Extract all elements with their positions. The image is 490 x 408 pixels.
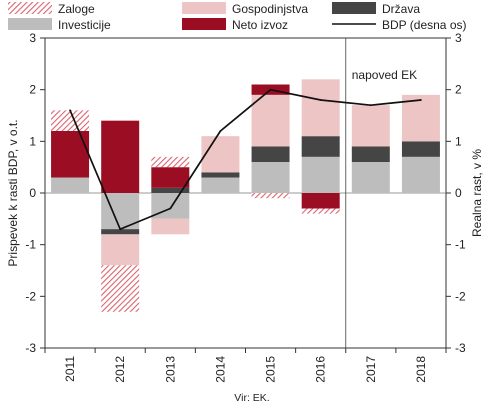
bar-zaloge-2015 — [251, 193, 290, 199]
y-axis-title: Prispevek k rasti BDP, v o.t. — [6, 119, 20, 266]
legend-item-investicije: Investicije — [8, 18, 111, 32]
bar-zaloge-2016 — [301, 208, 340, 214]
bar-dr-ava-2013 — [151, 187, 190, 193]
x-tick-label-2018: 2018 — [414, 356, 428, 383]
legend-swatch-investicije — [8, 18, 52, 30]
point-bdp-2018 — [420, 99, 422, 101]
point-bdp-2014 — [219, 130, 222, 132]
y2-tick-label: 1 — [455, 134, 462, 148]
legend-label-gospodinjstva: Gospodinjstva — [232, 2, 308, 16]
legend-swatch-zaloge — [8, 2, 52, 14]
y2-tick-label: -2 — [455, 289, 466, 303]
bar-gospodinjstva-2015 — [251, 94, 290, 147]
y2-tick-label: -3 — [455, 341, 466, 355]
bar-investicije-2018 — [401, 156, 440, 193]
x-tick-label-2016: 2016 — [314, 356, 328, 383]
y-tick-label: 2 — [29, 83, 36, 97]
point-bdp-2012 — [119, 228, 122, 231]
point-bdp-2017 — [369, 104, 372, 107]
bar-dr-ava-2012 — [101, 229, 140, 235]
legend-item-zaloge: Zaloge — [8, 2, 95, 16]
x-tick-label-2011: 2011 — [63, 356, 77, 382]
legend-swatch-gospodinjstva — [182, 2, 226, 14]
legend-label-drzava: Država — [382, 2, 420, 16]
legend-label-zaloge: Zaloge — [58, 2, 95, 16]
bar-investicije-2017 — [351, 162, 390, 193]
bar-gospodinjstva-2018 — [401, 94, 440, 142]
x-tick-label-2015: 2015 — [264, 356, 278, 383]
bar-zaloge-2012 — [101, 265, 140, 312]
y2-axis-title: Realna rast, v % — [470, 149, 484, 237]
x-tick-label-2013: 2013 — [163, 356, 177, 383]
bar-dr-ava-2017 — [351, 146, 390, 162]
x-tick-label-2014: 2014 — [213, 356, 227, 383]
legend-label-neto-izvoz: Neto izvoz — [232, 18, 288, 32]
point-bdp-2013 — [169, 207, 172, 210]
y2-tick-label: 2 — [455, 83, 462, 97]
bar-investicije-2013 — [151, 193, 190, 219]
y-tick-label: 3 — [29, 31, 36, 45]
legend-item-gospodinjstva: Gospodinjstva — [182, 2, 308, 16]
bar-gospodinjstva-2012 — [101, 234, 140, 266]
bar-zaloge-2013 — [151, 156, 190, 168]
plot-area: -3 -3 -2 -2 -1 -1 0 0 1 1 2 2 3 3 2011 2012 2013 2014 2015… — [25, 31, 466, 383]
bar-gospodinjstva-2014 — [201, 136, 240, 173]
bar-neto-izvoz-2016 — [301, 193, 340, 209]
forecast-label: napoved EK — [352, 68, 417, 82]
bar-gospodinjstva-2017 — [351, 105, 390, 147]
source-note: Vir: EK. — [234, 392, 269, 404]
legend-label-investicije: Investicije — [58, 18, 111, 32]
bar-dr-ava-2015 — [251, 146, 290, 162]
point-bdp-2016 — [319, 99, 322, 101]
bar-neto-izvoz-2013 — [151, 167, 190, 188]
bar-investicije-2014 — [201, 177, 240, 193]
y2-tick-label: 3 — [455, 31, 462, 45]
y-tick-label: -2 — [25, 289, 36, 303]
legend-swatch-drzava — [332, 2, 376, 14]
legend-label-bdp: BDP (desna os) — [382, 18, 467, 32]
x-tick-label-2012: 2012 — [113, 356, 127, 383]
bar-neto-izvoz-2011 — [51, 131, 90, 178]
bar-dr-ava-2016 — [301, 136, 340, 157]
y2-tick-label: -1 — [455, 238, 466, 252]
bar-gospodinjstva-2013 — [151, 218, 190, 235]
y-tick-label: 1 — [29, 134, 36, 148]
y-tick-label: 0 — [29, 186, 36, 200]
bar-investicije-2016 — [301, 156, 340, 193]
bar-neto-izvoz-2012 — [101, 120, 140, 193]
bar-investicije-2015 — [251, 162, 290, 193]
legend-item-neto-izvoz: Neto izvoz — [182, 18, 288, 32]
bar-zaloge-2011 — [51, 110, 90, 131]
y-tick-label: -3 — [25, 341, 36, 355]
legend: Zaloge Gospodinjstva Država Investicije … — [8, 2, 467, 32]
legend-item-drzava: Država — [332, 2, 420, 16]
legend-item-bdp: BDP (desna os) — [332, 18, 467, 32]
x-tick-label-2017: 2017 — [364, 356, 378, 383]
y2-tick-label: 0 — [455, 186, 462, 200]
bar-gospodinjstva-2016 — [301, 79, 340, 137]
bar-dr-ava-2018 — [401, 141, 440, 157]
point-bdp-2011 — [69, 109, 71, 112]
bar-dr-ava-2014 — [201, 172, 240, 178]
line-bdp — [69, 88, 422, 231]
y-tick-label: -1 — [25, 238, 36, 252]
point-bdp-2015 — [269, 88, 272, 91]
bar-investicije-2011 — [51, 177, 90, 193]
legend-swatch-neto-izvoz — [182, 18, 226, 30]
